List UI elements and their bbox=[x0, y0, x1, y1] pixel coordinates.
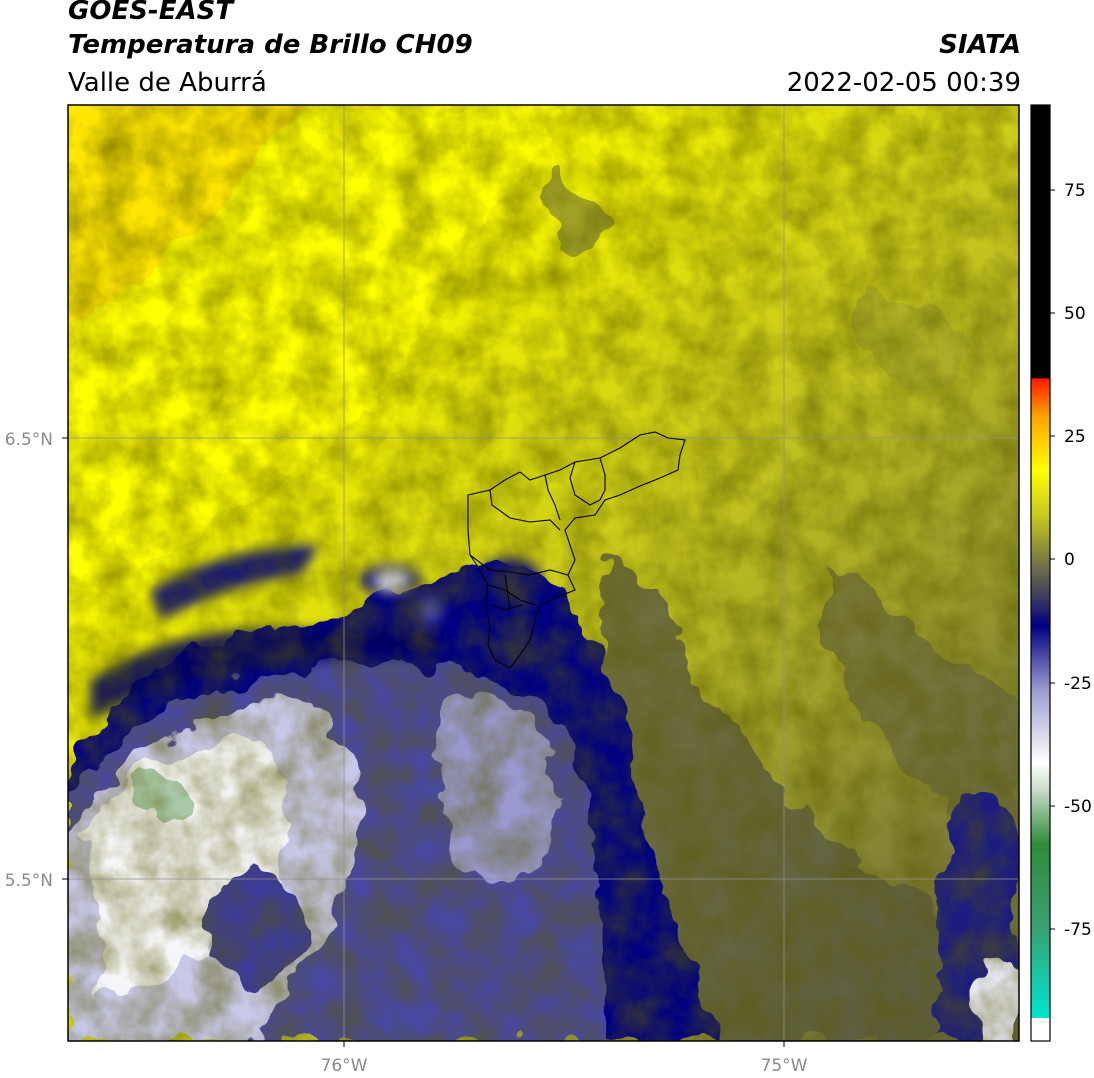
lat-tick-6-5: 6.5°N bbox=[4, 430, 53, 450]
timestamp-label: 2022-02-05 00:39 bbox=[786, 68, 1021, 98]
map-frame bbox=[67, 104, 1020, 1042]
colorbar-tick-minus50: -50 bbox=[1064, 797, 1092, 817]
colorbar bbox=[1030, 104, 1055, 1042]
colorbar-tick-0: 0 bbox=[1064, 550, 1075, 570]
colorbar-tick-75: 75 bbox=[1064, 181, 1086, 201]
chart-title-line2: Temperatura de Brillo CH09 bbox=[68, 30, 473, 60]
brand-label: SIATA bbox=[939, 30, 1021, 60]
lat-tick-5-5: 5.5°N bbox=[4, 871, 53, 891]
region-label: Valle de Aburrá bbox=[68, 68, 267, 98]
map-field bbox=[68, 105, 1019, 1041]
colorbar-tick-minus25: -25 bbox=[1064, 674, 1092, 694]
colorbar-tick-minus75: -75 bbox=[1064, 920, 1092, 940]
colorbar-tick-25: 25 bbox=[1064, 427, 1086, 447]
chart-title-line1: GOES-EAST bbox=[68, 0, 234, 26]
colorbar-tick-50: 50 bbox=[1064, 304, 1086, 324]
lon-tick-75w: 75°W bbox=[760, 1056, 808, 1076]
aburra-valley-boundaries bbox=[467, 431, 686, 669]
lon-tick-76w: 76°W bbox=[320, 1056, 368, 1076]
